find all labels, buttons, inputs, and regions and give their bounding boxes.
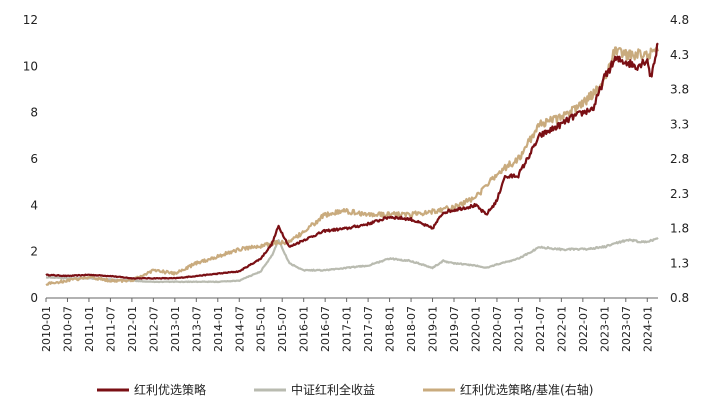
x-axis-ticks: 2010-01 2010-07 2011-01 2011-07 2012-01 2012-… — [40, 298, 654, 352]
right-y-tick-0: 0.8 — [670, 291, 689, 305]
x-tick-label-15: 2017-07 — [362, 306, 375, 352]
right-y-tick-5: 3.3 — [670, 117, 689, 131]
legend-item-strategy: 红利优选策略 — [97, 382, 206, 397]
x-tick-label-16: 2018-01 — [384, 306, 397, 352]
x-tick-label-7: 2013-07 — [190, 306, 203, 352]
series-line-benchmark — [45, 236, 659, 284]
legend-label-strategy: 红利优选策略 — [134, 382, 206, 397]
left-y-tick-1: 2 — [30, 245, 38, 259]
x-tick-label-11: 2015-07 — [276, 306, 289, 352]
x-tick-label-26: 2023-01 — [598, 306, 611, 352]
left-y-tick-6: 12 — [23, 13, 38, 27]
x-tick-label-20: 2020-01 — [469, 306, 482, 352]
x-tick-label-17: 2018-07 — [405, 306, 418, 352]
legend-item-ratio: 红利优选策略/基准(右轴) — [423, 382, 593, 397]
right-y-tick-3: 2.3 — [670, 187, 689, 201]
x-tick-label-8: 2014-01 — [212, 306, 225, 352]
right-y-tick-1: 1.3 — [670, 256, 689, 270]
right-y-tick-6: 3.8 — [670, 83, 689, 97]
left-y-tick-3: 6 — [30, 152, 38, 166]
x-tick-label-23: 2021-07 — [534, 306, 547, 352]
legend: 红利优选策略 中证红利全收益 红利优选策略/基准(右轴) — [97, 382, 593, 397]
right-y-tick-8: 4.8 — [670, 13, 689, 27]
left-y-tick-2: 4 — [30, 198, 38, 212]
x-tick-label-24: 2022-01 — [555, 306, 568, 352]
x-tick-label-10: 2015-01 — [255, 306, 268, 352]
legend-item-benchmark: 中证红利全收益 — [254, 382, 375, 397]
series-line-ratio — [45, 46, 660, 287]
x-tick-label-19: 2019-07 — [448, 306, 461, 352]
left-y-tick-4: 8 — [30, 106, 38, 120]
x-tick-label-25: 2022-07 — [577, 306, 590, 352]
x-tick-label-9: 2014-07 — [233, 306, 246, 352]
x-tick-label-6: 2013-01 — [169, 306, 182, 352]
x-tick-label-0: 2010-01 — [40, 306, 53, 352]
x-tick-label-2: 2011-01 — [83, 306, 96, 352]
left-y-tick-0: 0 — [30, 291, 38, 305]
x-tick-label-28: 2024-01 — [641, 306, 654, 352]
x-tick-label-4: 2012-01 — [126, 306, 139, 352]
x-tick-label-27: 2023-07 — [620, 306, 633, 352]
right-y-tick-4: 2.8 — [670, 152, 689, 166]
x-tick-label-21: 2020-07 — [491, 306, 504, 352]
x-tick-label-18: 2019-01 — [427, 306, 440, 352]
x-tick-label-13: 2016-07 — [319, 306, 332, 352]
x-tick-label-22: 2021-01 — [512, 306, 525, 352]
series-line-strategy — [45, 42, 659, 280]
x-tick-label-12: 2016-01 — [298, 306, 311, 352]
x-tick-label-3: 2011-07 — [104, 306, 117, 352]
legend-label-ratio: 红利优选策略/基准(右轴) — [460, 382, 593, 397]
x-tick-label-14: 2017-01 — [341, 306, 354, 352]
right-y-axis-ticks: 0.8 1.3 1.8 2.3 2.8 3.3 3.8 4.3 4.8 — [670, 13, 689, 305]
left-y-axis-ticks: 0 2 4 6 8 10 12 — [23, 13, 38, 305]
right-y-tick-2: 1.8 — [670, 222, 689, 236]
x-tick-label-1: 2010-07 — [61, 306, 74, 352]
right-y-tick-7: 4.3 — [670, 48, 689, 62]
series-layer — [45, 42, 660, 287]
left-y-tick-5: 10 — [23, 59, 38, 73]
x-tick-label-5: 2012-07 — [147, 306, 160, 352]
legend-label-benchmark: 中证红利全收益 — [291, 382, 375, 397]
